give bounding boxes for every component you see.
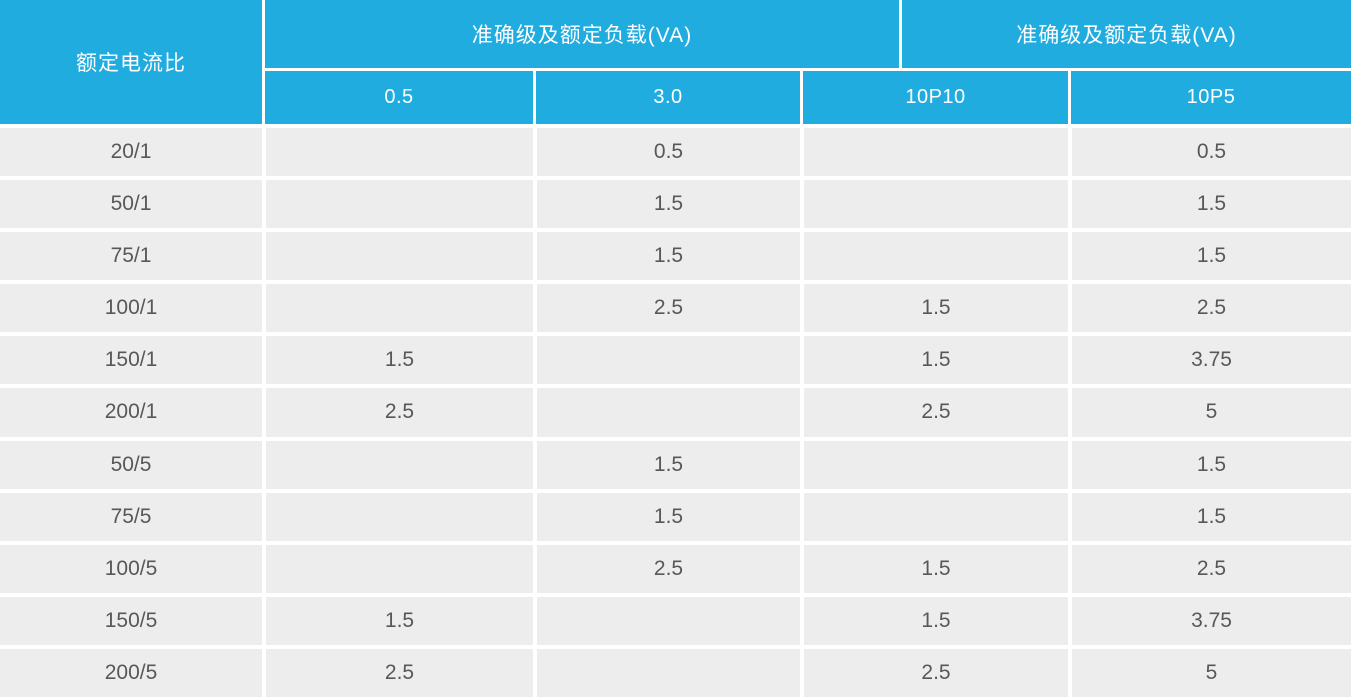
table-header: 额定电流比 准确级及额定负载(VA) 准确级及额定负载(VA) 0.5 3.0 … xyxy=(0,0,1351,124)
value-cell: 5 xyxy=(1072,648,1351,697)
value-cell xyxy=(266,232,533,281)
row-ratio-cell: 50/1 xyxy=(0,180,262,229)
value-cell: 2.5 xyxy=(537,544,800,593)
col-header-10p5: 10P5 xyxy=(1071,71,1351,124)
value-cell: 2.5 xyxy=(1072,544,1351,593)
value-cell xyxy=(804,492,1068,541)
row-header-cell: 额定电流比 xyxy=(0,0,262,124)
row-ratio-cell: 200/5 xyxy=(0,648,262,697)
value-cell: 1.5 xyxy=(1072,232,1351,281)
value-cell xyxy=(266,492,533,541)
value-cell: 2.5 xyxy=(266,648,533,697)
value-cell xyxy=(804,232,1068,281)
row-ratio-cell: 100/1 xyxy=(0,284,262,333)
group-header-right: 准确级及额定负载(VA) xyxy=(902,0,1351,68)
row-ratio-cell: 100/5 xyxy=(0,544,262,593)
value-cell: 1.5 xyxy=(537,180,800,229)
col-header-10p10: 10P10 xyxy=(803,71,1068,124)
row-ratio-cell: 75/1 xyxy=(0,232,262,281)
value-cell: 1.5 xyxy=(1072,492,1351,541)
row-ratio-cell: 150/5 xyxy=(0,596,262,645)
value-cell xyxy=(266,284,533,333)
value-cell: 1.5 xyxy=(804,544,1068,593)
table-body: 20/1 0.5 0.5 50/1 1.5 1.5 75/1 1.5 1.5 100/1 2.5 1.… xyxy=(0,128,1351,697)
value-cell: 1.5 xyxy=(537,440,800,489)
value-cell: 2.5 xyxy=(804,648,1068,697)
value-cell: 0.5 xyxy=(537,128,800,177)
value-cell xyxy=(804,440,1068,489)
value-cell: 1.5 xyxy=(804,336,1068,385)
value-cell xyxy=(537,596,800,645)
row-ratio-cell: 75/5 xyxy=(0,492,262,541)
value-cell xyxy=(804,180,1068,229)
value-cell: 1.5 xyxy=(1072,440,1351,489)
value-cell: 1.5 xyxy=(537,492,800,541)
row-ratio-cell: 20/1 xyxy=(0,128,262,177)
value-cell: 1.5 xyxy=(537,232,800,281)
value-cell xyxy=(266,544,533,593)
value-cell xyxy=(804,128,1068,177)
value-cell: 2.5 xyxy=(537,284,800,333)
value-cell xyxy=(266,440,533,489)
value-cell xyxy=(537,648,800,697)
col-header-0-5: 0.5 xyxy=(265,71,533,124)
value-cell: 5 xyxy=(1072,388,1351,437)
value-cell xyxy=(537,336,800,385)
value-cell: 3.75 xyxy=(1072,336,1351,385)
col-header-3-0: 3.0 xyxy=(536,71,800,124)
value-cell xyxy=(266,180,533,229)
value-cell: 1.5 xyxy=(804,284,1068,333)
row-ratio-cell: 150/1 xyxy=(0,336,262,385)
value-cell: 1.5 xyxy=(266,596,533,645)
row-ratio-cell: 200/1 xyxy=(0,388,262,437)
row-ratio-cell: 50/5 xyxy=(0,440,262,489)
value-cell: 2.5 xyxy=(1072,284,1351,333)
value-cell: 3.75 xyxy=(1072,596,1351,645)
value-cell xyxy=(266,128,533,177)
value-cell: 1.5 xyxy=(266,336,533,385)
value-cell xyxy=(537,388,800,437)
value-cell: 1.5 xyxy=(804,596,1068,645)
value-cell: 1.5 xyxy=(1072,180,1351,229)
value-cell: 0.5 xyxy=(1072,128,1351,177)
group-header-left: 准确级及额定负载(VA) xyxy=(265,0,899,68)
value-cell: 2.5 xyxy=(266,388,533,437)
value-cell: 2.5 xyxy=(804,388,1068,437)
